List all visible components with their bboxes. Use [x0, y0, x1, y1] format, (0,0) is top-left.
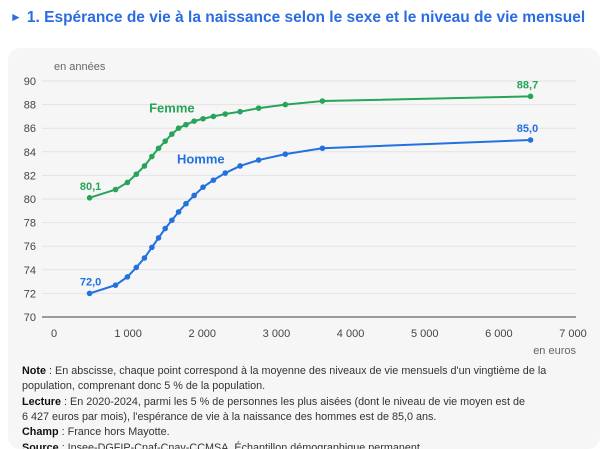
life-expectancy-line-chart: en années 70 72 74 76 78 80 82 84 86 88 90 0 1 000 2 0… [24, 61, 587, 357]
x-tick-label: 4 000 [337, 328, 365, 340]
series-label-homme: Homme [177, 152, 225, 167]
data-point-homme [282, 151, 289, 157]
data-point-homme [141, 255, 148, 261]
data-point-femme [210, 113, 217, 120]
y-tick-label: 80 [24, 194, 36, 206]
data-point-homme [162, 225, 169, 232]
y-tick-label: 90 [24, 76, 36, 88]
data-point-femme [112, 186, 119, 193]
data-point-homme [200, 184, 206, 190]
data-point-homme [124, 274, 131, 280]
data-point-femme [527, 93, 534, 100]
last-value-label-femme: 88,7 [517, 79, 538, 91]
note-label: Note [22, 365, 46, 377]
data-point-homme [112, 282, 119, 288]
y-tick-label: 84 [24, 147, 36, 159]
y-tick-label: 78 [24, 218, 36, 230]
x-tick-label: 6 000 [485, 328, 513, 340]
y-axis-unit-label: en années [54, 61, 106, 73]
data-point-femme [169, 131, 175, 137]
data-point-femme [133, 171, 140, 178]
data-point-homme [255, 157, 262, 163]
x-tick-label: 1 000 [114, 328, 142, 340]
y-tick-label: 74 [24, 265, 36, 277]
y-tick-label: 88 [24, 100, 36, 112]
chart-notes: Note : En abscisse, chaque point corresp… [8, 360, 600, 449]
x-tick-label: 2 000 [189, 328, 217, 340]
data-point-femme [191, 118, 197, 124]
data-point-femme [155, 145, 162, 152]
x-axis-unit-label: en euros [533, 345, 576, 357]
data-point-homme [155, 235, 162, 241]
data-point-homme [149, 244, 155, 251]
note-label: Lecture [22, 395, 62, 408]
y-tick-label: 86 [24, 123, 36, 135]
series-label-femme: Femme [149, 100, 195, 115]
data-point-homme [210, 177, 217, 183]
data-point-femme [175, 125, 182, 131]
note-source: Source : Insee-DGFIP-Cnaf-Cnav-CCMSA, Éc… [22, 441, 586, 449]
data-point-femme [237, 108, 243, 115]
data-point-femme [183, 121, 189, 128]
series-line-homme [89, 139, 531, 295]
data-point-femme [222, 111, 229, 117]
data-point-femme [319, 98, 326, 104]
y-tick-label: 76 [24, 241, 36, 253]
data-point-homme [86, 290, 93, 297]
data-point-homme [222, 170, 229, 176]
first-value-label-homme: 72,0 [80, 276, 101, 288]
arrow-bullet-icon: ► [10, 10, 22, 24]
x-tick-label: 5 000 [411, 328, 439, 340]
x-tick-label: 3 000 [263, 328, 291, 340]
y-tick-label: 72 [24, 288, 36, 300]
y-tick-label: 82 [24, 170, 36, 182]
note-lecture: Lecture : En 2020-2024, parmi les 5 % de… [22, 395, 586, 426]
figure-title: ► 1. Espérance de vie à la naissance selo… [10, 9, 598, 27]
chart-card: en années 70 72 74 76 78 80 82 84 86 88 90 0 1 000 2 0… [8, 48, 600, 449]
first-value-label-femme: 80,1 [80, 181, 101, 193]
data-point-homme [237, 163, 243, 169]
data-point-homme [527, 137, 534, 143]
last-value-label-homme: 85,0 [517, 123, 538, 135]
data-point-homme [319, 145, 326, 152]
x-tick-label: 0 [51, 328, 57, 340]
data-point-homme [175, 209, 182, 215]
figure-title-text: 1. Espérance de vie à la naissance selon… [26, 9, 586, 26]
data-point-femme [255, 105, 262, 111]
data-point-femme [162, 138, 169, 144]
note-text: : France hors Mayotte. [58, 426, 170, 439]
x-tick-label: 7 000 [559, 328, 587, 340]
data-point-homme [169, 217, 175, 224]
note-text: : Insee-DGFIP-Cnaf-Cnav-CCMSA, Échantill… [58, 441, 423, 449]
note-note: Note : En abscisse, chaque point corresp… [22, 364, 586, 395]
data-point-femme [200, 115, 206, 122]
y-tick-label: 70 [24, 312, 36, 324]
data-point-femme [86, 195, 93, 201]
data-point-homme [133, 264, 140, 271]
note-label: Source [22, 441, 59, 449]
data-point-femme [124, 179, 131, 186]
note-label: Champ [22, 426, 59, 439]
data-point-femme [149, 153, 155, 160]
data-point-femme [282, 101, 289, 108]
data-point-homme [191, 192, 197, 199]
data-point-homme [183, 200, 189, 207]
note-text: : En abscisse, chaque point correspond à… [22, 365, 547, 393]
note-text: : En 2020-2024, parmi les 5 % de personn… [22, 395, 525, 423]
data-point-femme [141, 163, 148, 169]
note-champ: Champ : France hors Mayotte. [22, 425, 586, 440]
